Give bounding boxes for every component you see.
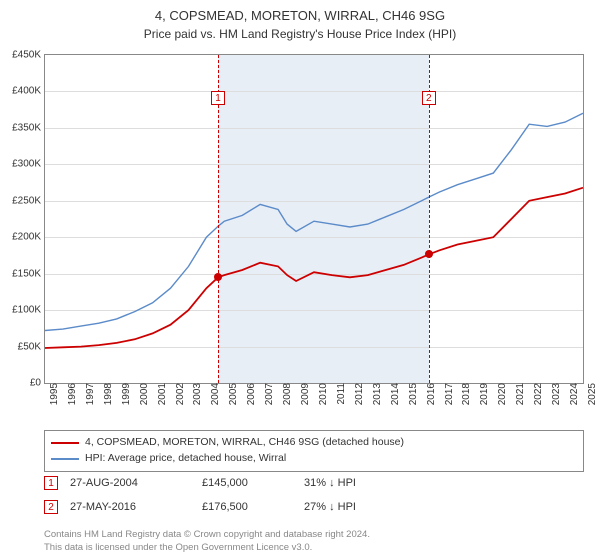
y-axis-label: £200K — [12, 232, 45, 243]
legend-swatch-icon — [51, 442, 79, 444]
x-axis-label: 2007 — [260, 383, 275, 405]
x-axis-label: 2024 — [565, 383, 580, 405]
legend-item: 4, COPSMEAD, MORETON, WIRRAL, CH46 9SG (… — [51, 435, 577, 451]
x-axis-label: 1995 — [45, 383, 60, 405]
x-axis-label: 1996 — [63, 383, 78, 405]
x-axis-label: 2023 — [547, 383, 562, 405]
x-axis-label: 2003 — [188, 383, 203, 405]
sale-hpi: 31% ↓ HPI — [304, 477, 404, 489]
y-axis-label: £400K — [12, 86, 45, 97]
marker-number-icon: 2 — [422, 91, 436, 105]
series-line — [45, 113, 583, 330]
x-axis-label: 2011 — [332, 383, 347, 405]
footer-line2: This data is licensed under the Open Gov… — [44, 542, 370, 554]
x-axis-label: 2009 — [296, 383, 311, 405]
x-axis-label: 2013 — [368, 383, 383, 405]
y-axis-label: £350K — [12, 122, 45, 133]
x-axis-label: 2002 — [171, 383, 186, 405]
marker-dot-icon — [425, 250, 433, 258]
x-axis-label: 2004 — [206, 383, 221, 405]
x-axis-label: 2012 — [350, 383, 365, 405]
sale-date: 27-MAY-2016 — [70, 501, 190, 513]
x-axis-label: 2020 — [493, 383, 508, 405]
x-axis-label: 2005 — [224, 383, 239, 405]
x-axis-label: 2014 — [386, 383, 401, 405]
legend-swatch-icon — [51, 458, 79, 460]
x-axis-label: 2015 — [404, 383, 419, 405]
y-axis-label: £100K — [12, 305, 45, 316]
sale-marker-icon: 2 — [44, 500, 58, 514]
y-axis-label: £0 — [30, 378, 45, 389]
legend: 4, COPSMEAD, MORETON, WIRRAL, CH46 9SG (… — [44, 430, 584, 472]
sale-marker-icon: 1 — [44, 476, 58, 490]
x-axis-label: 2010 — [314, 383, 329, 405]
footer-line1: Contains HM Land Registry data © Crown c… — [44, 529, 370, 541]
x-axis-label: 1999 — [117, 383, 132, 405]
x-axis-label: 2016 — [422, 383, 437, 405]
y-axis-label: £450K — [12, 50, 45, 61]
x-axis-label: 2001 — [153, 383, 168, 405]
sale-hpi: 27% ↓ HPI — [304, 501, 404, 513]
marker-number-icon: 1 — [211, 91, 225, 105]
legend-label: HPI: Average price, detached house, Wirr… — [85, 451, 286, 467]
sale-row: 2 27-MAY-2016 £176,500 27% ↓ HPI — [44, 500, 584, 514]
x-axis-label: 2008 — [278, 383, 293, 405]
x-axis-label: 2019 — [475, 383, 490, 405]
x-axis-label: 2021 — [511, 383, 526, 405]
x-axis-label: 1997 — [81, 383, 96, 405]
sale-price: £176,500 — [202, 501, 292, 513]
series-line — [45, 188, 583, 348]
x-axis-label: 2017 — [440, 383, 455, 405]
y-axis-label: £300K — [12, 159, 45, 170]
chart-lines — [45, 55, 583, 383]
legend-label: 4, COPSMEAD, MORETON, WIRRAL, CH46 9SG (… — [85, 435, 404, 451]
x-axis-label: 1998 — [99, 383, 114, 405]
footer-text: Contains HM Land Registry data © Crown c… — [44, 529, 370, 554]
plot-area: £0£50K£100K£150K£200K£250K£300K£350K£400… — [44, 54, 584, 384]
y-axis-label: £250K — [12, 195, 45, 206]
legend-item: HPI: Average price, detached house, Wirr… — [51, 451, 577, 467]
x-axis-label: 2018 — [457, 383, 472, 405]
sale-date: 27-AUG-2004 — [70, 477, 190, 489]
x-axis-label: 2025 — [583, 383, 598, 405]
chart-title: 4, COPSMEAD, MORETON, WIRRAL, CH46 9SG — [0, 0, 600, 25]
marker-dot-icon — [214, 273, 222, 281]
x-axis-label: 2000 — [135, 383, 150, 405]
sale-row: 1 27-AUG-2004 £145,000 31% ↓ HPI — [44, 476, 584, 490]
chart-subtitle: Price paid vs. HM Land Registry's House … — [0, 25, 600, 41]
x-axis-label: 2006 — [242, 383, 257, 405]
y-axis-label: £50K — [18, 341, 45, 352]
x-axis-label: 2022 — [529, 383, 544, 405]
y-axis-label: £150K — [12, 268, 45, 279]
sale-price: £145,000 — [202, 477, 292, 489]
